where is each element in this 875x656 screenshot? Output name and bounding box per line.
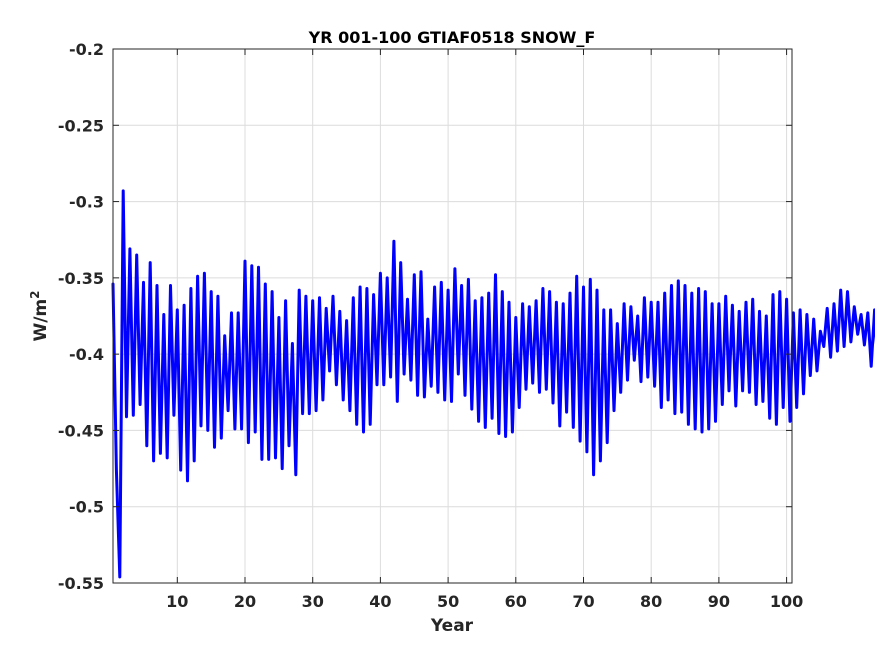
x-tick-label: 80 <box>640 592 662 611</box>
x-tick-label: 100 <box>770 592 803 611</box>
chart-title: YR 001-100 GTIAF0518 SNOW_F <box>308 28 596 47</box>
y-tick-label: -0.25 <box>58 116 104 135</box>
y-tick-labels: -0.55 -0.5 -0.45 -0.4 -0.35 -0.3 -0.25 -0.2 <box>58 40 104 593</box>
y-tick-label: -0.3 <box>69 193 104 212</box>
y-axis-label-superscript: 2 <box>28 290 42 298</box>
series-line <box>111 189 875 579</box>
x-tick-label: 20 <box>234 592 256 611</box>
x-tick-label: 60 <box>505 592 527 611</box>
y-axis-label: W/m2 <box>28 290 51 341</box>
x-tick-label: 70 <box>572 592 594 611</box>
x-tick-label: 40 <box>369 592 391 611</box>
x-tick-label: 90 <box>708 592 730 611</box>
y-tick-label: -0.4 <box>69 345 104 364</box>
y-tick-label: -0.5 <box>69 498 104 517</box>
y-tick-label: -0.35 <box>58 269 104 288</box>
y-tick-label: -0.55 <box>58 574 104 593</box>
x-tick-label: 50 <box>437 592 459 611</box>
x-tick-label: 30 <box>302 592 324 611</box>
x-axis-label: Year <box>430 616 474 636</box>
y-axis-label-group: W/m2 <box>28 290 51 341</box>
series-layer <box>111 189 875 579</box>
axes-box <box>112 48 793 584</box>
y-tick-label: -0.2 <box>69 40 104 59</box>
y-axis-label-unit: W/m <box>31 299 51 342</box>
ticks <box>113 48 792 584</box>
x-tick-label: 10 <box>166 592 188 611</box>
x-tick-labels: 10 20 30 40 50 60 70 80 90 100 <box>166 592 803 611</box>
y-tick-label: -0.45 <box>58 421 104 440</box>
